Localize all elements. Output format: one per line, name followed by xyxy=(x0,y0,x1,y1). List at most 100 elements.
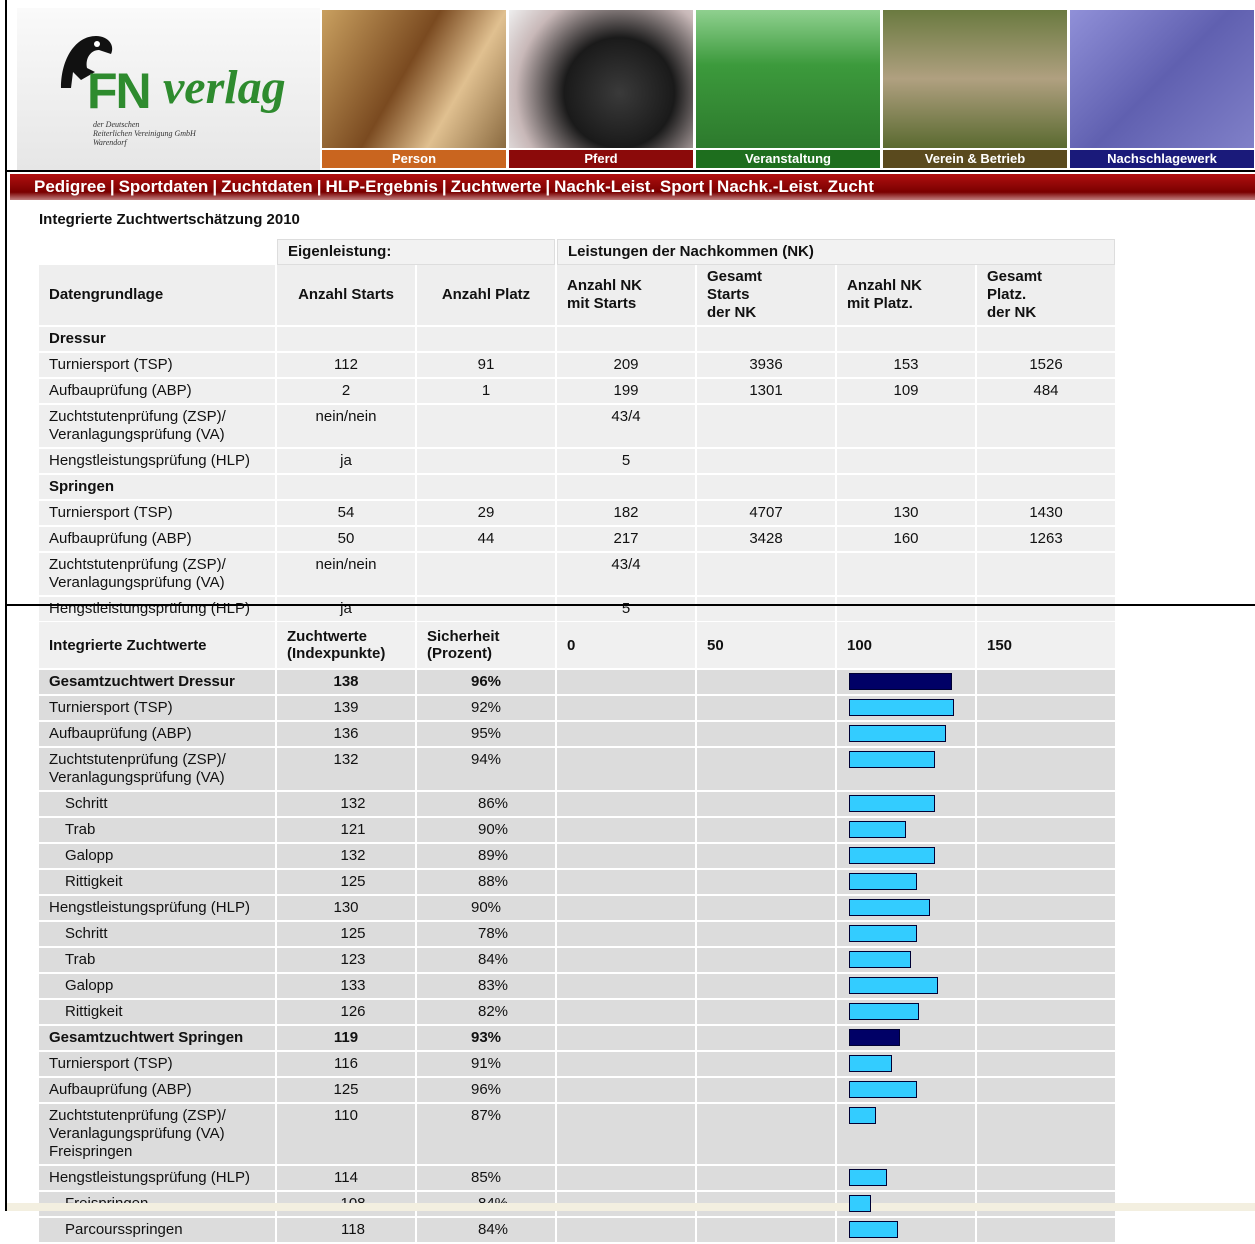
scale-cell xyxy=(557,1078,695,1104)
scale-cell xyxy=(837,748,975,792)
scale-cell xyxy=(837,948,975,974)
cell: 5 xyxy=(557,449,695,475)
logo-line: der Deutschen xyxy=(93,120,196,129)
scale-cell xyxy=(557,818,695,844)
nav-separator: | xyxy=(212,177,217,196)
cell: 91 xyxy=(417,353,555,379)
logo-brand: FN xyxy=(87,62,150,120)
cell: 109 xyxy=(837,379,975,405)
reliability: 96% xyxy=(417,670,555,696)
nav-link[interactable]: Nachk-Leist. Sport xyxy=(554,177,704,196)
breeding-value: 119 xyxy=(277,1026,415,1052)
cell: 3936 xyxy=(697,353,835,379)
breeding-value: 132 xyxy=(277,844,415,870)
cell: 54 xyxy=(277,501,415,527)
cell: 2 xyxy=(277,379,415,405)
data-row: Zuchtstutenprüfung (ZSP)/ Veranlagungspr… xyxy=(39,748,1115,792)
scale-cell xyxy=(837,696,975,722)
bar xyxy=(849,751,935,768)
scale-cell xyxy=(557,1000,695,1026)
tab[interactable]: Pferd xyxy=(509,10,693,168)
data-row: Parcoursspringen11884% xyxy=(39,1218,1115,1244)
reliability: 94% xyxy=(417,748,555,792)
bar xyxy=(849,847,935,864)
breeding-value: 116 xyxy=(277,1052,415,1078)
tab-label[interactable]: Nachschlagewerk xyxy=(1070,150,1254,168)
cell: 44 xyxy=(417,527,555,553)
cell xyxy=(837,553,975,597)
tab[interactable]: Nachschlagewerk xyxy=(1070,10,1254,168)
nav-link[interactable]: Zuchtwerte xyxy=(451,177,542,196)
empty-cell xyxy=(837,327,975,353)
bar xyxy=(849,673,952,690)
bar xyxy=(849,1055,892,1072)
reliability: 90% xyxy=(417,896,555,922)
reliability: 84% xyxy=(417,948,555,974)
bar xyxy=(849,699,954,716)
nav-link[interactable]: HLP-Ergebnis xyxy=(325,177,437,196)
row-label: Turniersport (TSP) xyxy=(39,1052,275,1078)
breeding-value: 125 xyxy=(277,922,415,948)
scale-cell xyxy=(977,722,1115,748)
tab[interactable]: Person xyxy=(322,10,506,168)
column-header: Anzahl Starts xyxy=(277,265,415,327)
section-row: Dressur xyxy=(39,327,1115,353)
row-label: Rittigkeit xyxy=(39,870,275,896)
bar xyxy=(849,873,917,890)
reliability: 82% xyxy=(417,1000,555,1026)
reliability: 93% xyxy=(417,1026,555,1052)
data-row: Schritt12578% xyxy=(39,922,1115,948)
scale-cell xyxy=(557,1166,695,1192)
bar xyxy=(849,795,935,812)
scale-cell xyxy=(977,1104,1115,1166)
cell xyxy=(977,597,1115,623)
cell: 484 xyxy=(977,379,1115,405)
row-label: Zuchtstutenprüfung (ZSP)/ Veranlagungspr… xyxy=(39,405,275,449)
reliability: 86% xyxy=(417,792,555,818)
tab-label[interactable]: Veranstaltung xyxy=(696,150,880,168)
logo: FN verlag der Deutschen Reiterlichen Ver… xyxy=(17,8,320,170)
scale-cell xyxy=(697,722,835,748)
nav-separator: | xyxy=(442,177,447,196)
nav-link[interactable]: Sportdaten xyxy=(119,177,209,196)
nav-link[interactable]: Zuchtdaten xyxy=(221,177,313,196)
bar xyxy=(849,1029,900,1046)
tab-label[interactable]: Pferd xyxy=(509,150,693,168)
row-label: Zuchtstutenprüfung (ZSP)/ Veranlagungspr… xyxy=(39,1104,275,1166)
breeding-value: 114 xyxy=(277,1166,415,1192)
column-header: Integrierte Zuchtwerte xyxy=(39,622,275,670)
tab-label[interactable]: Person xyxy=(322,150,506,168)
row-label: Turniersport (TSP) xyxy=(39,696,275,722)
data-row: Galopp13289% xyxy=(39,844,1115,870)
scale-cell xyxy=(977,896,1115,922)
scale-cell xyxy=(557,696,695,722)
column-header: Zuchtwerte (Indexpunkte) xyxy=(277,622,415,670)
data-row: Aufbauprüfung (ABP)12596% xyxy=(39,1078,1115,1104)
row-label: Hengstleistungsprüfung (HLP) xyxy=(39,896,275,922)
cell: 217 xyxy=(557,527,695,553)
tab[interactable]: Verein & Betrieb xyxy=(883,10,1067,168)
scale-cell xyxy=(837,844,975,870)
scale-cell xyxy=(557,1104,695,1166)
tab-label[interactable]: Verein & Betrieb xyxy=(883,150,1067,168)
scale-cell xyxy=(837,922,975,948)
reliability: 87% xyxy=(417,1104,555,1166)
scale-cell xyxy=(837,1218,975,1244)
scale-cell xyxy=(557,1026,695,1052)
cell: 153 xyxy=(837,353,975,379)
cell xyxy=(697,405,835,449)
cell xyxy=(417,553,555,597)
page-title: Integrierte Zuchtwertschätzung 2010 xyxy=(39,211,300,228)
nav-link[interactable]: Nachk.-Leist. Zucht xyxy=(717,177,874,196)
scale-cell xyxy=(697,696,835,722)
section-row: Springen xyxy=(39,475,1115,501)
nav-link[interactable]: Pedigree xyxy=(34,177,106,196)
nav-separator: | xyxy=(317,177,322,196)
scale-cell xyxy=(977,818,1115,844)
cell xyxy=(837,405,975,449)
row-label: Trab xyxy=(39,818,275,844)
tab[interactable]: Veranstaltung xyxy=(696,10,880,168)
bar xyxy=(849,725,946,742)
